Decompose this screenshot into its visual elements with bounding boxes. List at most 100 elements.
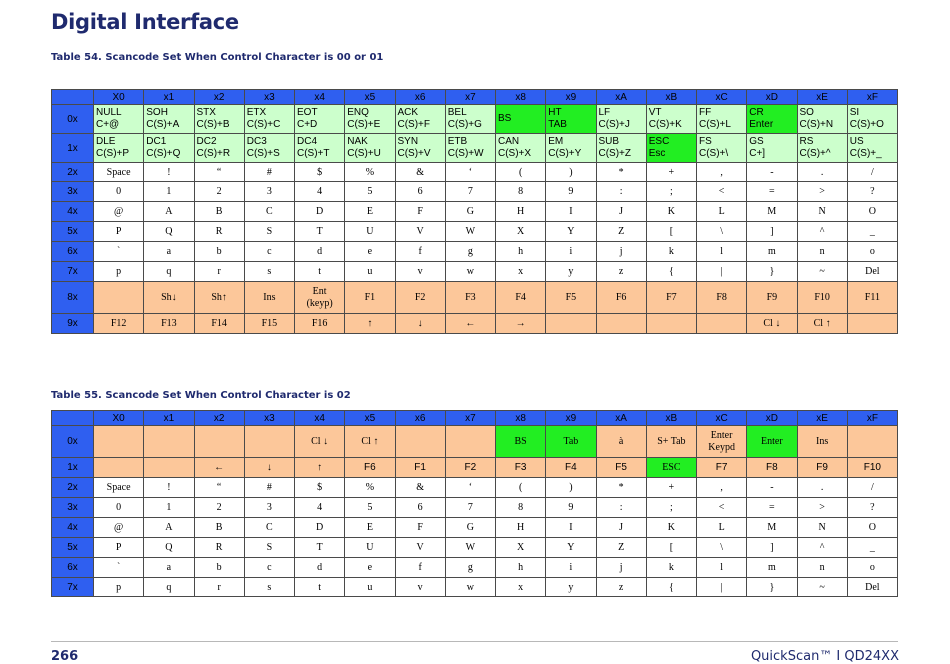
table-cell bbox=[846, 313, 899, 334]
table-cell: - bbox=[746, 162, 798, 182]
table-cell: 3 bbox=[243, 497, 296, 518]
table-cell: j bbox=[595, 557, 647, 578]
table-cell: BEL C(S)+G bbox=[444, 104, 497, 134]
table-cell: s bbox=[243, 577, 296, 597]
table-row: 2x Space! “# $% & ‘() * +, -. / bbox=[51, 162, 899, 182]
table-cell: & bbox=[394, 477, 446, 498]
table-cell bbox=[595, 313, 647, 334]
table-cell bbox=[92, 281, 145, 314]
table-cell: EOT C+D bbox=[293, 104, 346, 134]
table-cell: ; bbox=[645, 497, 698, 518]
row-header: 7x bbox=[51, 261, 94, 282]
table-cell: DC2 C(S)+R bbox=[193, 133, 245, 163]
column-header: X0 bbox=[92, 410, 145, 426]
table-cell: { bbox=[645, 261, 698, 282]
table-cell: q bbox=[143, 261, 195, 282]
table-cell: Cl ↑ bbox=[344, 425, 396, 458]
row-header: 4x bbox=[51, 201, 94, 222]
table-cell: j bbox=[595, 241, 647, 262]
table-cell: o bbox=[846, 241, 899, 262]
table-cell: S+ Tab bbox=[645, 425, 698, 458]
table-cell: R bbox=[193, 537, 245, 558]
column-header: xA bbox=[595, 410, 647, 426]
table-cell: ← bbox=[444, 313, 497, 334]
column-header: xE bbox=[796, 89, 848, 105]
table-cell bbox=[143, 425, 195, 458]
column-header: X0 bbox=[92, 89, 145, 105]
table-cell: F6 bbox=[595, 281, 647, 314]
table-cell: ← bbox=[193, 457, 245, 478]
table-row: 5x P Q R S T U V W X Y Z[\] ^ _ bbox=[51, 221, 899, 242]
table-cell: u bbox=[344, 577, 396, 597]
table-cell: ) bbox=[545, 477, 597, 498]
table-cell: i bbox=[545, 241, 597, 262]
table-cell: BS bbox=[494, 425, 547, 458]
table-cell: à bbox=[595, 425, 647, 458]
table-cell: e bbox=[344, 241, 396, 262]
table-cell: e bbox=[344, 557, 396, 578]
table-cell: i bbox=[545, 557, 597, 578]
column-header: xF bbox=[846, 410, 899, 426]
table-cell: Ins bbox=[796, 425, 848, 458]
column-header: xF bbox=[846, 89, 899, 105]
table-cell: STX C(S)+B bbox=[193, 104, 245, 134]
table-cell: ACK C(S)+F bbox=[394, 104, 446, 134]
table-cell: & bbox=[394, 162, 446, 182]
table-cell: P bbox=[92, 537, 145, 558]
table-cell: S bbox=[243, 221, 296, 242]
table-cell: = bbox=[746, 181, 798, 202]
row-header: 2x bbox=[51, 477, 94, 498]
table-cell: 1 bbox=[143, 181, 195, 202]
column-header: x7 bbox=[444, 410, 497, 426]
table-cell: } bbox=[746, 261, 798, 282]
table-cell: P bbox=[92, 221, 145, 242]
table-cell: ` bbox=[92, 241, 145, 262]
page-title: Digital Interface bbox=[51, 10, 239, 34]
table-cell: . bbox=[796, 162, 848, 182]
table-cell: A bbox=[143, 201, 195, 222]
table-cell: c bbox=[243, 241, 296, 262]
table-cell: d bbox=[293, 557, 346, 578]
table-cell: , bbox=[695, 162, 748, 182]
table-cell: W bbox=[444, 537, 497, 558]
table-cell: Q bbox=[143, 221, 195, 242]
table-cell: ESC bbox=[645, 457, 698, 478]
column-header: x1 bbox=[143, 410, 195, 426]
table-cell: E bbox=[344, 517, 396, 538]
table-cell: ! bbox=[143, 162, 195, 182]
table-cell bbox=[846, 425, 899, 458]
table-cell: r bbox=[193, 577, 245, 597]
table-cell: [ bbox=[645, 221, 698, 242]
table-cell: ! bbox=[143, 477, 195, 498]
table-cell: Space bbox=[92, 477, 145, 498]
table-cell: VT C(S)+K bbox=[645, 104, 698, 134]
table-cell: F5 bbox=[545, 281, 597, 314]
row-header: 6x bbox=[51, 557, 94, 578]
table-cell: / bbox=[846, 162, 899, 182]
table-cell: Cl ↓ bbox=[293, 425, 346, 458]
table-cell: DC3 C(S)+S bbox=[243, 133, 296, 163]
table-cell: : bbox=[595, 497, 647, 518]
table-cell: F14 bbox=[193, 313, 245, 334]
table-cell: K bbox=[645, 517, 698, 538]
column-header: xC bbox=[695, 89, 748, 105]
table-cell: Tab bbox=[545, 425, 597, 458]
column-header: x2 bbox=[193, 89, 245, 105]
table-cell bbox=[92, 425, 145, 458]
table-cell: E bbox=[344, 201, 396, 222]
table-cell: SOH C(S)+A bbox=[143, 104, 195, 134]
table-cell: Ins bbox=[243, 281, 296, 314]
table-cell: C bbox=[243, 517, 296, 538]
table-cell: ↓ bbox=[394, 313, 446, 334]
table-cell: Enter bbox=[746, 425, 798, 458]
page-number: 266 bbox=[51, 649, 79, 664]
table-cell: 8 bbox=[494, 497, 547, 518]
table-cell: B bbox=[193, 201, 245, 222]
table-row: 2x Space! “# $% & ‘() * +, -. / bbox=[51, 477, 899, 498]
table-cell: G bbox=[444, 201, 497, 222]
row-header: 6x bbox=[51, 241, 94, 262]
table-cell: X bbox=[494, 221, 547, 242]
row-header: 2x bbox=[51, 162, 94, 182]
table-cell: Cl ↓ bbox=[746, 313, 798, 334]
table-cell: F5 bbox=[595, 457, 647, 478]
